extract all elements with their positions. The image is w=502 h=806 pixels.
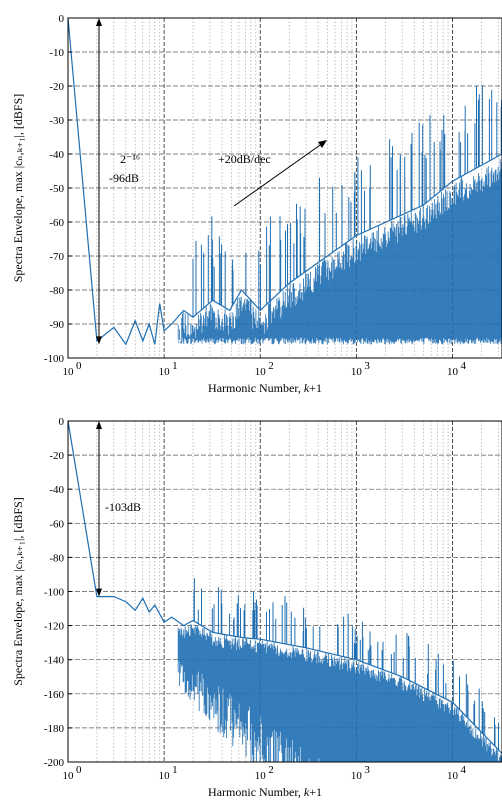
x-tick-exponent: 4 (460, 360, 466, 372)
y-tick-label: -200 (44, 757, 65, 769)
y-tick-label: -50 (49, 183, 64, 195)
x-tick-label: 10 (447, 770, 459, 782)
x-tick-exponent: 2 (268, 360, 274, 372)
slope-arrow-head (318, 140, 327, 148)
y-tick-label: 0 (59, 13, 65, 25)
x-tick-exponent: 0 (76, 360, 82, 372)
harmonic-spikes (192, 85, 502, 318)
annotation-slope: +20dB/dec (218, 152, 271, 166)
y-tick-label: -20 (49, 450, 64, 462)
y-axis-label: Spectra Envelope, max |cₙ,ₖ₊₁|, [dBFS] (11, 497, 25, 686)
spectrum-body (177, 159, 502, 345)
y-tick-label: -180 (44, 723, 65, 735)
range-arrow-head-bottom (96, 588, 102, 597)
x-axis-label: Harmonic Number, k+1 (208, 785, 322, 799)
y-tick-label: -70 (49, 251, 64, 263)
range-arrow-head-bottom (96, 336, 102, 345)
y-tick-label: 0 (59, 416, 65, 428)
x-tick-label: 10 (63, 770, 75, 782)
x-tick-exponent: 4 (460, 764, 466, 776)
x-tick-exponent: 3 (364, 764, 370, 776)
range-arrow-head-top (96, 18, 102, 26)
y-tick-label: -80 (49, 552, 64, 564)
x-tick-label: 10 (351, 770, 363, 782)
x-tick-label: 10 (255, 366, 267, 378)
series-line (67, 17, 502, 346)
x-axis-label: Harmonic Number, k+1 (208, 381, 322, 395)
slope-arrow (233, 142, 324, 207)
x-tick-exponent: 3 (364, 360, 370, 372)
x-tick-exponent: 1 (172, 764, 178, 776)
x-tick-label: 10 (159, 366, 171, 378)
y-tick-label: -10 (49, 47, 64, 59)
y-tick-label: -140 (44, 655, 65, 667)
spectrum-body (177, 623, 502, 762)
series-line (67, 420, 502, 754)
y-tick-label: -60 (49, 518, 64, 530)
x-tick-label: 10 (351, 366, 363, 378)
y-tick-label: -40 (49, 149, 64, 161)
x-tick-label: 10 (159, 770, 171, 782)
y-tick-label: -160 (44, 689, 65, 701)
y-tick-label: -120 (44, 621, 65, 633)
y-tick-label: -40 (49, 484, 64, 496)
y-axis-label: Spectra Envelope, max |cₙ,ₖ₊₁|, [dBFS] (11, 94, 25, 283)
harmonic-spikes (193, 578, 499, 750)
x-tick-label: 10 (447, 366, 459, 378)
x-tick-label: 10 (255, 770, 267, 782)
annotation-range: -103dB (105, 500, 141, 514)
x-tick-exponent: 2 (268, 764, 274, 776)
y-tick-label: -30 (49, 115, 64, 127)
annotation-range: -96dB (109, 171, 139, 185)
annotation-bits: 2⁻¹⁶ (120, 152, 140, 166)
y-tick-label: -90 (49, 319, 64, 331)
y-tick-label: -100 (44, 353, 65, 365)
y-tick-label: -100 (44, 587, 65, 599)
y-tick-label: -80 (49, 285, 64, 297)
x-tick-exponent: 1 (172, 360, 178, 372)
y-tick-label: -20 (49, 81, 64, 93)
x-tick-label: 10 (63, 366, 75, 378)
range-arrow-head-top (96, 421, 102, 429)
x-tick-exponent: 0 (76, 764, 82, 776)
y-tick-label: -60 (49, 217, 64, 229)
